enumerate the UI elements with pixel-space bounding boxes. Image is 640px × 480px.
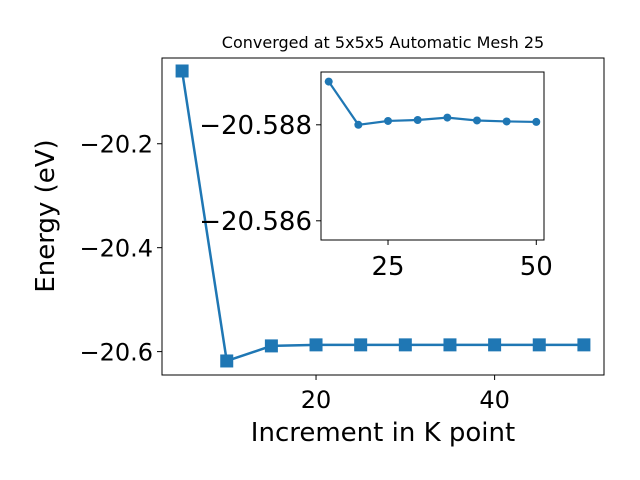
inset-y-tick-label: −20.588 [199, 111, 312, 141]
inset-x-ticks: 25 50 [371, 240, 553, 282]
main-y-tick-label: −20.2 [79, 130, 153, 158]
chart-title: Converged at 5x5x5 Automatic Mesh 25 [222, 33, 544, 52]
inset-data-point [443, 113, 452, 122]
inset-data-point [502, 117, 511, 126]
inset-data-point [324, 77, 333, 86]
inset-data-point [384, 116, 393, 125]
main-data-point [488, 338, 502, 352]
main-x-ticks: 20 40 [301, 375, 510, 414]
main-x-tick-label: 40 [479, 386, 510, 414]
inset-y-ticks: −20.588 −20.586 [199, 111, 321, 237]
inset-x-tick-label: 50 [520, 252, 553, 282]
x-axis-label: Increment in K point [251, 418, 515, 448]
inset-chart: 25 50 −20.588 −20.586 [199, 71, 553, 282]
main-data-point [577, 338, 591, 352]
main-x-tick-label: 20 [301, 386, 332, 414]
main-data-point [532, 338, 546, 352]
main-series-line [180, 70, 584, 363]
inset-data-point [532, 117, 541, 126]
main-series [175, 64, 591, 368]
main-data-point [175, 64, 189, 78]
inset-series [324, 77, 541, 129]
inset-series-line [327, 80, 537, 126]
inset-y-tick-label: −20.586 [199, 207, 312, 237]
main-y-ticks: −20.2 −20.4 −20.6 [79, 130, 162, 366]
y-axis-label: Energy (eV) [31, 139, 61, 292]
inset-x-tick-label: 25 [371, 252, 404, 282]
inset-data-point [354, 120, 363, 129]
main-data-point [443, 338, 457, 352]
main-data-point [398, 338, 412, 352]
main-data-point [264, 339, 278, 353]
inset-data-point [413, 116, 422, 124]
inset-data-point [472, 116, 481, 125]
main-y-tick-label: −20.4 [79, 234, 153, 262]
main-data-point [354, 338, 368, 352]
main-data-point [309, 338, 323, 352]
main-data-point [220, 354, 234, 368]
inset-plot-area [320, 71, 545, 241]
main-y-tick-label: −20.6 [79, 338, 153, 366]
